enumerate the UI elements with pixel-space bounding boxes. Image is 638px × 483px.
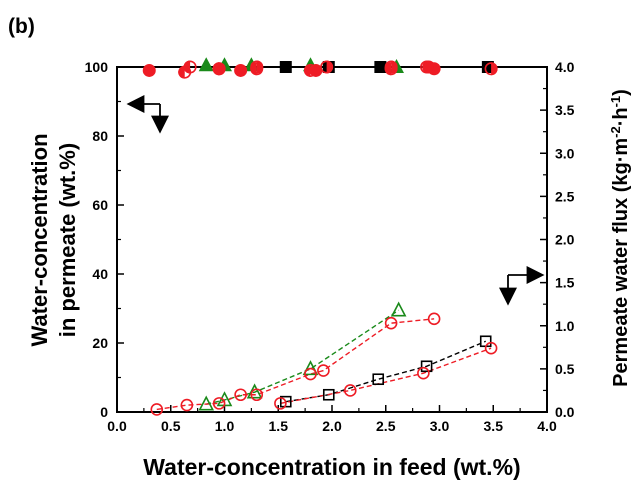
y2-tick-label: 3.0 xyxy=(555,145,575,161)
y-tick-label: 80 xyxy=(92,128,108,144)
fit-lines xyxy=(156,309,492,411)
data-point xyxy=(417,366,430,380)
data-point xyxy=(322,388,335,401)
left-axis-indicator-arrow xyxy=(126,95,169,134)
y-axis-ticks: 0 20 40 60 80 100 xyxy=(85,59,124,420)
data-point xyxy=(150,403,164,416)
y2-tick-label: 3.5 xyxy=(555,102,575,118)
y2-tick-label: 0.5 xyxy=(555,361,575,377)
y2-tick-label: 2.5 xyxy=(555,188,575,204)
data-point xyxy=(234,63,248,77)
data-markers xyxy=(142,57,498,416)
data-point xyxy=(427,312,441,326)
y-axis-title-line2: in permeate (wt.%) xyxy=(55,143,80,337)
y2-axis-title: Permeate water flux (kg·m-2·h-1) xyxy=(608,89,632,387)
data-point xyxy=(198,395,215,411)
data-point xyxy=(302,360,319,376)
y2-axis-title-main: Permeate water flux (kg·m xyxy=(610,138,632,387)
y2-axis-title-sup1: -2 xyxy=(608,126,623,138)
x-tick-label: 2.5 xyxy=(376,418,396,434)
data-point xyxy=(198,57,214,72)
data-point xyxy=(279,61,292,73)
y2-tick-label: 4.0 xyxy=(555,59,575,75)
data-point xyxy=(183,60,197,74)
data-point xyxy=(484,62,498,76)
data-point xyxy=(250,388,264,402)
y2-tick-label: 1.0 xyxy=(555,318,575,334)
data-point xyxy=(274,397,287,410)
y2-tick-label: 2.0 xyxy=(555,232,575,248)
data-point xyxy=(372,373,385,386)
fit-line xyxy=(206,309,400,405)
y2-axis-title-mid: ·h xyxy=(610,107,632,126)
data-point xyxy=(317,364,330,377)
fit-line xyxy=(156,318,435,411)
x-axis-title: Water-concentration in feed (wt.%) xyxy=(143,454,520,480)
y2-tick-label: 1.5 xyxy=(555,275,575,291)
y2-axis-title-sup2: -1 xyxy=(608,96,623,108)
y2-axis-ticks: 0.0 0.5 1.0 1.5 2.0 2.5 3.0 3.5 4.0 xyxy=(540,59,575,420)
y2-tick-label: 0.0 xyxy=(555,404,575,420)
y-tick-label: 20 xyxy=(92,335,108,351)
x-tick-label: 3.0 xyxy=(430,418,450,434)
data-point xyxy=(304,367,317,381)
data-point xyxy=(212,397,226,410)
y2-axis-title-end: ) xyxy=(610,89,632,96)
x-axis-ticks: 0.0 0.5 1.0 1.5 2.0 2.5 3.0 3.5 4.0 xyxy=(107,405,557,434)
data-point xyxy=(142,63,156,77)
plot-frame xyxy=(116,66,548,413)
x-tick-label: 2.0 xyxy=(322,418,342,434)
data-point xyxy=(343,384,357,397)
data-point xyxy=(246,383,263,399)
y-tick-label: 100 xyxy=(85,59,109,75)
data-point xyxy=(304,63,317,77)
data-point xyxy=(420,60,434,74)
y-tick-label: 40 xyxy=(92,266,108,282)
x-tick-label: 1.5 xyxy=(269,418,289,434)
data-point xyxy=(250,60,264,74)
x-tick-label: 0.5 xyxy=(161,418,181,434)
data-point xyxy=(374,61,387,73)
data-point xyxy=(384,316,398,330)
data-point xyxy=(320,60,334,74)
data-point xyxy=(180,398,194,412)
x-tick-label: 1.0 xyxy=(215,418,235,434)
y-tick-label: 60 xyxy=(92,197,108,213)
panel-label: (b) xyxy=(8,15,35,38)
y-tick-label: 0 xyxy=(100,404,108,420)
data-point xyxy=(420,360,433,373)
data-point xyxy=(384,60,398,74)
x-tick-label: 3.5 xyxy=(484,418,504,434)
data-point xyxy=(484,341,498,355)
fit-line xyxy=(280,347,492,405)
x-tick-label: 0.0 xyxy=(107,418,127,434)
y-axis-title-line1: Water-concentration xyxy=(27,133,52,346)
data-point xyxy=(390,301,407,317)
data-point xyxy=(234,388,247,402)
right-axis-indicator-arrow xyxy=(499,266,545,306)
x-tick-label: 4.0 xyxy=(537,418,557,434)
data-point xyxy=(212,62,226,76)
